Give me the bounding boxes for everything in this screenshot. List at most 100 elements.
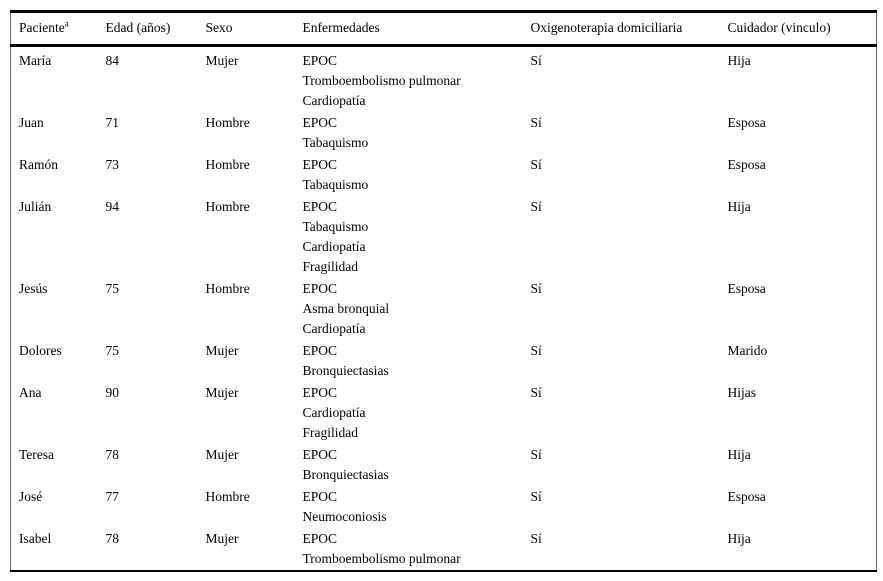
cell-cuidador: Hija xyxy=(727,447,751,462)
disease-line: Bronquiectasias xyxy=(302,363,389,378)
cell-edad: 90 xyxy=(105,385,120,400)
cell-enfermedades: EPOC Cardiopatía Fragilidad xyxy=(303,382,531,444)
header-cuidador: Cuidador (vinculo) xyxy=(727,11,877,47)
cell-oxigenoterapia: Sí xyxy=(530,447,542,462)
cell-sexo: Mujer xyxy=(205,447,239,462)
header-oxigenoterapia: Oxigenoterapia domiciliaria xyxy=(530,11,728,47)
cell-edad: 94 xyxy=(105,199,120,214)
cell-enfermedades: EPOC Bronquiectasias xyxy=(303,444,531,486)
cell-paciente: Ana xyxy=(19,385,42,400)
cell-cuidador: Hija xyxy=(727,531,751,546)
disease-line: Neumoconiosis xyxy=(302,509,387,524)
header-paciente: Pacientea xyxy=(10,11,106,47)
disease-line: EPOC xyxy=(302,281,338,296)
cell-sexo: Mujer xyxy=(205,385,239,400)
cell-oxigenoterapia: Sí xyxy=(530,115,542,130)
disease-line: EPOC xyxy=(302,447,338,462)
disease-line: Cardiopatía xyxy=(302,405,366,420)
disease-line: EPOC xyxy=(302,343,338,358)
cell-sexo: Mujer xyxy=(205,531,239,546)
cell-sexo: Mujer xyxy=(205,343,239,358)
table-row: Ramón 73 Hombre EPOC Tabaquismo Sí Esposa xyxy=(11,154,877,196)
disease-line: EPOC xyxy=(302,115,338,130)
footnote-marker: a xyxy=(64,18,69,29)
disease-line: EPOC xyxy=(302,53,338,68)
cell-edad: 78 xyxy=(105,447,120,462)
disease-line: EPOC xyxy=(302,199,338,214)
cell-oxigenoterapia: Sí xyxy=(530,53,542,68)
cell-sexo: Hombre xyxy=(205,489,250,504)
cell-enfermedades: EPOC Neumoconiosis xyxy=(303,486,531,528)
cell-sexo: Hombre xyxy=(205,157,250,172)
disease-line: EPOC xyxy=(302,531,338,546)
cell-edad: 71 xyxy=(105,115,120,130)
cell-enfermedades: EPOC Tromboembolismo pulmonar Cardiopatía xyxy=(303,46,531,113)
table-row: Jesús 75 Hombre EPOC Asma bronquial Cardiopat… xyxy=(11,278,877,340)
header-row: Pacientea Edad (años) Sexo Enfermedades … xyxy=(10,11,877,47)
cell-paciente: José xyxy=(19,489,43,504)
cell-enfermedades: EPOC Tabaquismo xyxy=(303,112,531,154)
cell-oxigenoterapia: Sí xyxy=(530,199,542,214)
cell-edad: 75 xyxy=(105,343,120,358)
cell-paciente: Isabel xyxy=(19,531,52,546)
disease-line: Cardiopatía xyxy=(302,239,366,254)
cell-sexo: Hombre xyxy=(205,281,250,296)
table-row: Juan 71 Hombre EPOC Tabaquismo Sí Esposa xyxy=(11,112,877,154)
header-paciente-label: Paciente xyxy=(19,20,65,35)
disease-line: Fragilidad xyxy=(302,259,359,274)
disease-line: Cardiopatía xyxy=(302,321,366,336)
table-body: María 84 Mujer EPOC Tromboembolismo pulmonar… xyxy=(11,46,877,572)
disease-line: Tromboembolismo pulmonar xyxy=(302,73,461,88)
table-row: José 77 Hombre EPOC Neumoconiosis Sí Esposa xyxy=(11,486,877,528)
table-header: Pacientea Edad (años) Sexo Enfermedades … xyxy=(10,11,877,47)
cell-edad: 73 xyxy=(105,157,120,172)
cell-cuidador: Esposa xyxy=(727,489,766,504)
cell-cuidador: Hija xyxy=(727,53,751,68)
patients-table: Pacientea Edad (años) Sexo Enfermedades … xyxy=(10,10,877,572)
cell-paciente: Jesús xyxy=(19,281,48,296)
cell-paciente: Julián xyxy=(19,199,52,214)
cell-paciente: Juan xyxy=(19,115,44,130)
cell-enfermedades: EPOC Tromboembolismo pulmonar xyxy=(303,528,531,571)
table-row: María 84 Mujer EPOC Tromboembolismo pulmonar… xyxy=(11,46,877,113)
cell-cuidador: Marido xyxy=(727,343,768,358)
disease-line: Fragilidad xyxy=(302,425,359,440)
disease-line: Asma bronquial xyxy=(302,301,390,316)
disease-line: Bronquiectasias xyxy=(302,467,389,482)
cell-cuidador: Esposa xyxy=(727,281,766,296)
header-enfermedades: Enfermedades xyxy=(302,11,531,47)
disease-line: Tabaquismo xyxy=(302,135,369,150)
cell-cuidador: Hijas xyxy=(727,385,757,400)
disease-line: EPOC xyxy=(302,489,338,504)
cell-edad: 84 xyxy=(105,53,120,68)
disease-line: EPOC xyxy=(302,157,338,172)
cell-enfermedades: EPOC Asma bronquial Cardiopatía xyxy=(303,278,531,340)
header-sexo: Sexo xyxy=(205,11,303,47)
cell-enfermedades: EPOC Tabaquismo Cardiopatía Fragilidad xyxy=(303,196,531,278)
header-edad: Edad (años) xyxy=(105,11,206,47)
cell-oxigenoterapia: Sí xyxy=(530,489,542,504)
table-row: Julián 94 Hombre EPOC Tabaquismo Cardiopatía F… xyxy=(11,196,877,278)
disease-line: Cardiopatía xyxy=(302,93,366,108)
table-row: Dolores 75 Mujer EPOC Bronquiectasias Sí Marid… xyxy=(11,340,877,382)
cell-cuidador: Hija xyxy=(727,199,751,214)
cell-oxigenoterapia: Sí xyxy=(530,531,542,546)
cell-oxigenoterapia: Sí xyxy=(530,343,542,358)
cell-edad: 77 xyxy=(105,489,120,504)
disease-line: Tabaquismo xyxy=(302,177,369,192)
cell-oxigenoterapia: Sí xyxy=(530,157,542,172)
table-row: Teresa 78 Mujer EPOC Bronquiectasias Sí Hija xyxy=(11,444,877,486)
cell-sexo: Hombre xyxy=(205,115,250,130)
disease-line: Tromboembolismo pulmonar xyxy=(302,551,461,566)
cell-paciente: Ramón xyxy=(19,157,58,172)
table-row: Isabel 78 Mujer EPOC Tromboembolismo pulmona… xyxy=(11,528,877,571)
cell-paciente: Dolores xyxy=(19,343,62,358)
cell-cuidador: Esposa xyxy=(727,157,766,172)
cell-paciente: María xyxy=(19,53,52,68)
cell-paciente: Teresa xyxy=(19,447,55,462)
cell-enfermedades: EPOC Tabaquismo xyxy=(303,154,531,196)
cell-cuidador: Esposa xyxy=(727,115,766,130)
cell-edad: 78 xyxy=(105,531,120,546)
table-row: Ana 90 Mujer EPOC Cardiopatía Fragilidad Sí Hij… xyxy=(11,382,877,444)
